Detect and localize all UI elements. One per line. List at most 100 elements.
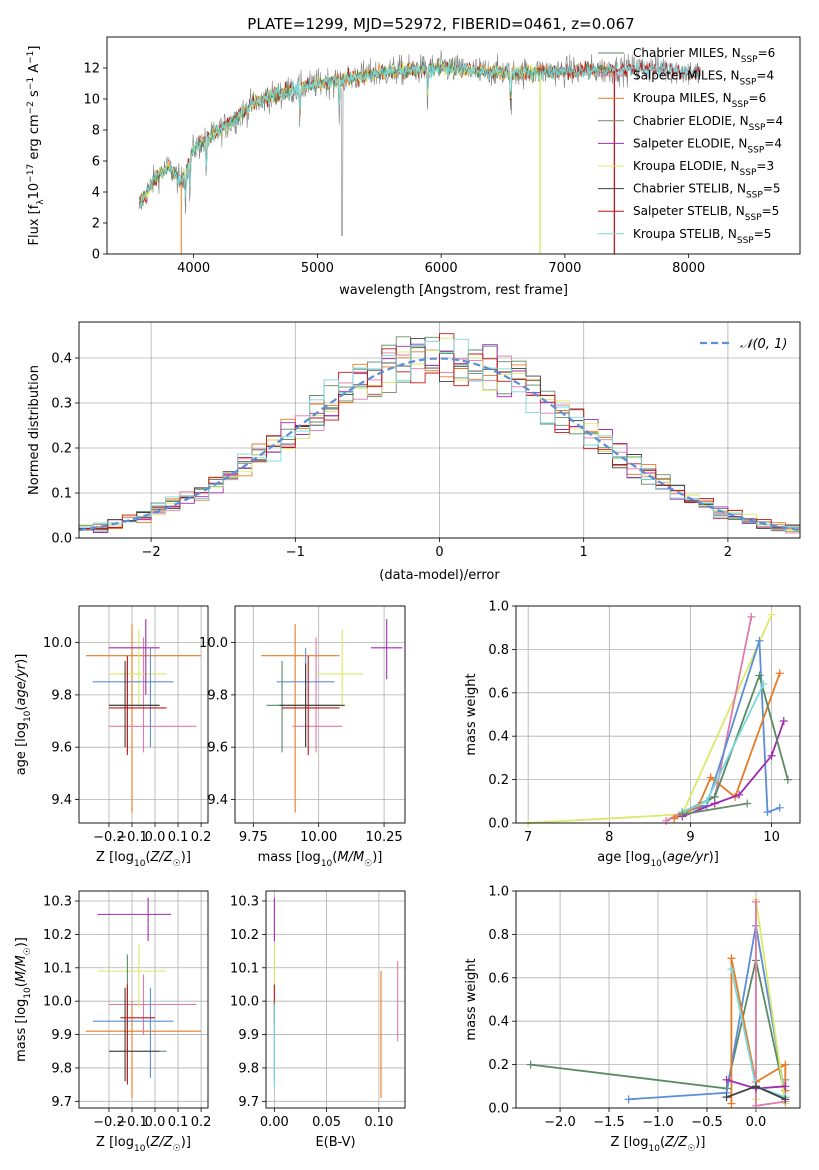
y-tick-label: 10.1 <box>43 961 72 976</box>
legend-entry: Salpeter STELIB, NSSP=5 <box>633 204 779 223</box>
y-tick-label: 9.4 <box>207 793 228 808</box>
weight-marker <box>624 1095 633 1104</box>
y-tick-label: 0.2 <box>488 773 509 788</box>
legend-entry: Chabrier ELODIE, NSSP=4 <box>633 114 783 133</box>
x-tick-label: 8000 <box>672 261 705 276</box>
x-axis-label: Z [log10(Z/Z☉)] <box>611 1135 706 1154</box>
legend-entry: Kroupa MILES, NSSP=6 <box>633 91 766 110</box>
axes-frame <box>78 321 801 539</box>
weight-marker <box>710 792 719 801</box>
weight-marker <box>783 775 792 784</box>
y-tick-label: 0.8 <box>488 643 509 658</box>
y-tick-label: 0.2 <box>51 442 72 457</box>
weight-marker <box>743 799 752 808</box>
y-tick-label: 0.6 <box>488 971 509 986</box>
x-tick-label: 10.25 <box>365 830 402 845</box>
model-spectrum <box>138 60 701 209</box>
legend-entry: Salpeter MILES, NSSP=4 <box>633 69 774 88</box>
x-axis-label: Z [log10(Z/Z☉)] <box>96 850 191 869</box>
weight-marker <box>670 814 679 823</box>
weight-marker <box>678 810 687 819</box>
x-tick-label: −0.5 <box>691 1115 723 1130</box>
age_vs_mass-panel: 9.75 10.00 10.25 9.4 9.6 9.8 10.0 mass [log10(M… <box>199 605 406 869</box>
weight-marker <box>702 797 711 806</box>
x-tick-label: 0.0 <box>145 1115 166 1130</box>
y-tick-label: 9.8 <box>238 1061 259 1076</box>
y-tick-label: 10 <box>83 93 100 108</box>
weight-marker <box>751 897 760 906</box>
y-tick-label: 10.0 <box>199 636 228 651</box>
axes-frame <box>78 890 209 1109</box>
weight-marker <box>781 1082 790 1091</box>
x-tick-label: 0.1 <box>168 1115 189 1130</box>
weight-marker <box>526 1060 535 1069</box>
x-axis-label: E(B-V) <box>315 1135 355 1150</box>
x-tick-label: −2 <box>142 545 161 560</box>
axes-frame <box>515 605 801 824</box>
histogram-step <box>79 333 800 531</box>
y-tick-label: 9.9 <box>51 1028 72 1043</box>
x-tick-label: 0 <box>435 545 443 560</box>
x-tick-label: 0.10 <box>364 1115 393 1130</box>
mass_vs_Z-panel: −0.2−0.10.0 0.1 0.2 9.7 9.8 9.9 10.0 10.1 10.2 10… <box>14 890 212 1154</box>
x-tick-label: −1.5 <box>593 1115 625 1130</box>
legend-entry: 𝒩(0, 1) <box>740 337 787 352</box>
y-tick-label: 9.9 <box>238 1028 259 1043</box>
y-tick-label: 10.1 <box>230 961 259 976</box>
x-tick-label: −1.0 <box>642 1115 674 1130</box>
y-tick-label: 10.0 <box>43 995 72 1010</box>
x-tick-label: 0.05 <box>312 1115 341 1130</box>
model-spectrum <box>138 60 701 209</box>
x-tick-label: 4000 <box>177 261 210 276</box>
weight-marker <box>727 954 736 963</box>
x-tick-label: 0.2 <box>191 1115 212 1130</box>
y-tick-label: 9.8 <box>207 688 228 703</box>
weight-marker <box>727 1099 736 1108</box>
weight-marker <box>727 965 736 974</box>
axes-frame <box>78 605 209 824</box>
legend-entry: Chabrier STELIB, NSSP=5 <box>633 182 781 201</box>
axes-frame <box>265 890 406 1109</box>
x-axis-label: (data-model)/error <box>379 568 500 583</box>
x-tick-label: 0.2 <box>191 830 212 845</box>
weight-marker <box>706 773 715 782</box>
residuals-panel: −2 −1 0 1 2 0.0 0.1 0.2 0.3 0.4 Normed distributio… <box>27 321 801 583</box>
x-tick-label: 9 <box>686 830 694 845</box>
x-tick-label: −0.1 <box>116 830 148 845</box>
weight-line <box>682 802 748 816</box>
weight-marker <box>759 680 768 689</box>
weight-marker <box>735 790 744 799</box>
y-tick-label: 1.0 <box>488 885 509 900</box>
weight-marker <box>747 612 756 621</box>
x-tick-label: 5000 <box>301 261 334 276</box>
y-tick-label: 0.1 <box>51 487 72 502</box>
histogram-step <box>79 338 800 532</box>
y-tick-label: 0.3 <box>51 397 72 412</box>
spectrum-panel: 4000 5000 6000 7000 8000 0 2 4 6 8 10 12 Flux [fλ10−… <box>26 36 801 298</box>
y-tick-label: 10.0 <box>43 636 72 651</box>
y-tick-label: 0 <box>92 248 100 263</box>
weight-marker <box>763 808 772 817</box>
x-tick-label: −2.0 <box>544 1115 576 1130</box>
massweight_vs_Z-panel: −2.0 −1.5 −1.0 −0.5 0.0 0.0 0.2 0.4 0.6 0.8 1.0 Z [… <box>464 885 801 1154</box>
weight-marker <box>751 1101 760 1110</box>
y-tick-label: 0.6 <box>488 686 509 701</box>
axes-frame <box>234 605 406 824</box>
weight-marker <box>662 816 671 825</box>
weight-marker <box>755 671 764 680</box>
y-axis-label: Flux [fλ10−17 erg cm−2 s−1 A−1] <box>26 46 46 246</box>
weight-marker <box>767 751 776 760</box>
x-axis-label: age [log10(age/yr)] <box>597 850 719 869</box>
x-axis-label: wavelength [Angstrom, rest frame] <box>339 283 568 298</box>
figure-title: PLATE=1299, MJD=52972, FIBERID=0461, z=0… <box>247 15 634 33</box>
x-tick-label: 0.1 <box>168 830 189 845</box>
axes-frame <box>515 890 801 1109</box>
y-tick-label: 9.7 <box>51 1095 72 1110</box>
legend-entry: Salpeter ELODIE, NSSP=4 <box>633 136 782 155</box>
x-tick-label: 2 <box>724 545 732 560</box>
y-tick-label: 10.2 <box>230 928 259 943</box>
legend-entry: Kroupa STELIB, NSSP=5 <box>633 227 771 246</box>
y-tick-label: 0.4 <box>51 352 72 367</box>
weight-line <box>682 640 780 814</box>
